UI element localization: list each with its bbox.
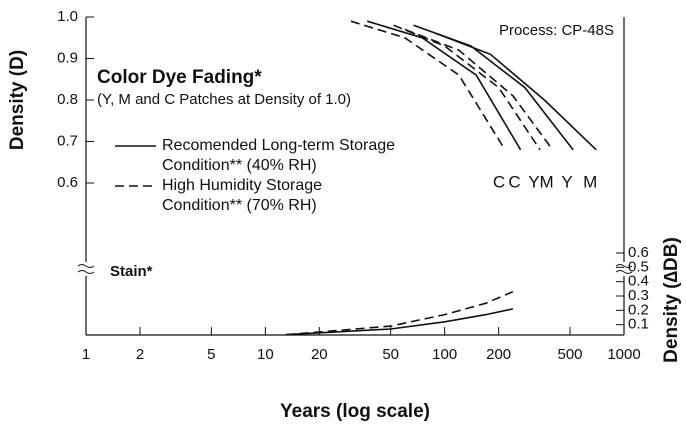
annotation: Process: CP-48S — [499, 22, 614, 39]
x-tick-label: 100 — [432, 346, 457, 363]
legend-label: High Humidity Storage — [162, 177, 322, 194]
y2-tick-label: 0.6 — [628, 244, 649, 261]
axis-break-gap — [616, 262, 632, 276]
series-label: C — [508, 172, 520, 191]
x-tick-label: 20 — [311, 346, 328, 363]
x-tick-label: 50 — [382, 346, 399, 363]
y2-axis-label: Density (∆DB) — [661, 237, 682, 363]
legend-label: Condition** (40% RH) — [162, 157, 317, 174]
x-axis-label: Years (log scale) — [280, 401, 430, 422]
legend-label: Condition** (70% RH) — [162, 197, 317, 214]
series-label: M — [540, 172, 554, 191]
series-label: C — [493, 172, 505, 191]
y-axis-label: Density (D) — [7, 50, 28, 150]
x-tick-label: 200 — [486, 346, 511, 363]
y2-tick-label: 0.4 — [628, 273, 649, 290]
y2-tick-label: 0.2 — [628, 301, 649, 318]
y-tick-label: 1.0 — [57, 8, 78, 25]
y2-tick-label: 0.3 — [628, 287, 649, 304]
x-tick-label: 5 — [207, 346, 215, 363]
x-tick-label: 10 — [257, 346, 274, 363]
series-label: M — [583, 172, 597, 191]
y-tick-label: 0.6 — [57, 174, 78, 191]
series-label: Y — [528, 172, 539, 191]
y2-tick-label: 0.5 — [628, 258, 649, 275]
axis-break — [615, 264, 633, 274]
series-line — [404, 28, 554, 151]
axis-break — [77, 264, 95, 274]
axis-break-gap — [78, 262, 94, 276]
series-line — [436, 32, 597, 151]
series-label: Y — [561, 172, 572, 191]
series-line — [285, 308, 514, 336]
series-line — [350, 20, 506, 151]
y-tick-label: 0.9 — [57, 49, 78, 66]
x-tick-label: 1000 — [607, 346, 640, 363]
y-tick-label: 0.8 — [57, 91, 78, 108]
legend-label: Recomended Long-term Storage — [162, 137, 395, 154]
stain-label: Stain* — [110, 263, 153, 280]
series-line — [366, 20, 522, 151]
series-line — [285, 290, 514, 336]
x-tick-label: 2 — [136, 346, 144, 363]
y2-tick-label: 0.1 — [628, 316, 649, 333]
y-tick-label: 0.7 — [57, 132, 78, 149]
chart-title: Color Dye Fading* — [97, 67, 262, 88]
x-tick-label: 500 — [557, 346, 582, 363]
chart-subtitle: (Y, M and C Patches at Density of 1.0) — [97, 91, 351, 108]
series-line — [393, 24, 541, 151]
x-tick-label: 1 — [82, 346, 90, 363]
